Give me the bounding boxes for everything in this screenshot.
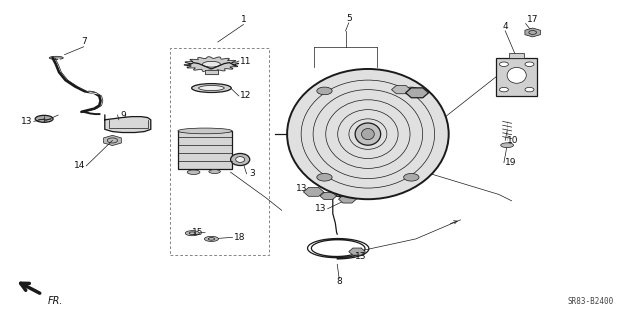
- Ellipse shape: [204, 236, 218, 241]
- Circle shape: [525, 62, 534, 66]
- Text: 1: 1: [241, 15, 246, 24]
- Text: 7: 7: [81, 38, 86, 47]
- Bar: [178, 131, 232, 169]
- Text: 3: 3: [250, 169, 255, 178]
- Ellipse shape: [209, 170, 220, 174]
- Ellipse shape: [236, 157, 244, 162]
- Ellipse shape: [185, 231, 199, 236]
- Ellipse shape: [349, 102, 444, 166]
- Text: 8: 8: [336, 277, 342, 286]
- Text: 5: 5: [346, 14, 351, 23]
- Text: 9: 9: [121, 111, 127, 120]
- Ellipse shape: [355, 123, 381, 145]
- Ellipse shape: [500, 143, 513, 148]
- Circle shape: [317, 87, 332, 95]
- Ellipse shape: [230, 153, 250, 166]
- Ellipse shape: [371, 117, 422, 152]
- Text: 18: 18: [234, 233, 245, 242]
- Circle shape: [404, 174, 419, 181]
- Text: 6: 6: [348, 190, 353, 199]
- Text: 11: 11: [240, 56, 252, 65]
- Text: 2: 2: [422, 98, 428, 107]
- Bar: [496, 58, 538, 96]
- Ellipse shape: [191, 84, 231, 93]
- Ellipse shape: [383, 125, 410, 143]
- Text: 13: 13: [296, 184, 307, 193]
- Ellipse shape: [507, 67, 526, 83]
- Polygon shape: [105, 115, 151, 132]
- Text: 19: 19: [505, 158, 516, 167]
- Text: 17: 17: [527, 15, 538, 24]
- Text: 14: 14: [74, 161, 85, 170]
- Ellipse shape: [377, 121, 416, 147]
- Text: 4: 4: [502, 22, 508, 31]
- Text: 10: 10: [506, 136, 518, 145]
- Ellipse shape: [178, 128, 232, 134]
- Ellipse shape: [35, 115, 53, 122]
- Ellipse shape: [362, 129, 374, 140]
- Ellipse shape: [187, 170, 200, 174]
- Ellipse shape: [49, 56, 63, 59]
- Ellipse shape: [198, 85, 224, 91]
- Circle shape: [317, 174, 332, 181]
- Bar: [170, 48, 269, 255]
- Text: 13: 13: [21, 117, 33, 126]
- Ellipse shape: [202, 61, 220, 67]
- Circle shape: [499, 62, 508, 66]
- Polygon shape: [184, 57, 239, 72]
- Ellipse shape: [287, 69, 449, 199]
- Circle shape: [404, 87, 419, 95]
- Text: FR.: FR.: [47, 296, 63, 306]
- Bar: [509, 53, 524, 58]
- Ellipse shape: [364, 112, 429, 156]
- Text: 15: 15: [192, 228, 204, 237]
- Circle shape: [499, 87, 508, 92]
- Circle shape: [525, 87, 534, 92]
- Text: 13: 13: [315, 204, 326, 213]
- Ellipse shape: [357, 108, 436, 161]
- Text: 16: 16: [385, 90, 397, 99]
- Text: SR83-B2400: SR83-B2400: [568, 297, 614, 306]
- Text: 13: 13: [355, 252, 367, 261]
- Text: 12: 12: [240, 92, 252, 100]
